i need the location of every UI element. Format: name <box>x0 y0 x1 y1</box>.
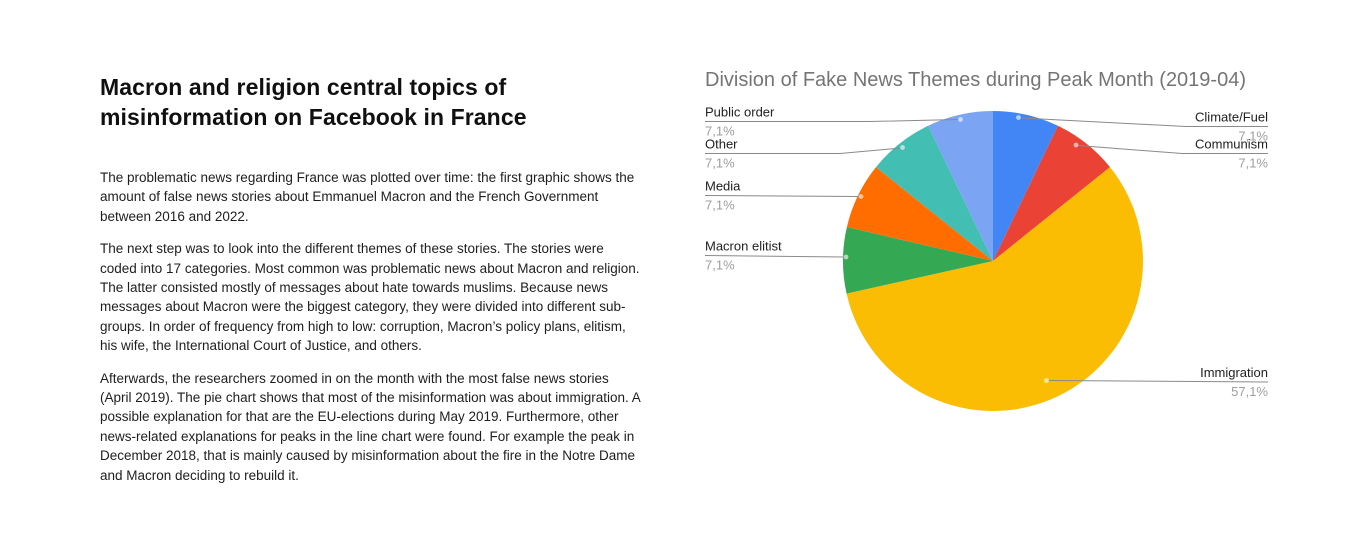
article: Macron and religion central topics of mi… <box>100 72 640 498</box>
pie-slice-other[interactable] <box>875 125 993 262</box>
pie-label-other: Other <box>705 137 738 152</box>
pie-slice-macron-elitist[interactable] <box>842 227 993 294</box>
leader-dot-public-order <box>958 117 963 122</box>
pie-slice-public-order[interactable] <box>928 111 993 261</box>
leader-dot-other <box>900 145 905 150</box>
pie-value-other: 7,1% <box>705 156 735 171</box>
leader-dot-climate-fuel <box>1016 115 1021 120</box>
leader-dot-media <box>858 194 864 199</box>
leader-line-public-order <box>705 119 959 122</box>
pie-value-immigration: 57,1% <box>1231 384 1268 399</box>
pie-value-communism: 7,1% <box>1238 156 1268 171</box>
pie-value-media: 7,1% <box>705 198 735 213</box>
pie-slice-media[interactable] <box>846 167 993 261</box>
leader-dot-immigration <box>1044 378 1049 383</box>
pie-chart-svg: Division of Fake News Themes during Peak… <box>704 69 1269 411</box>
chart-title: Division of Fake News Themes during Peak… <box>705 69 1246 91</box>
pie-slice-communism[interactable] <box>993 125 1111 262</box>
pie-slice-immigration[interactable] <box>846 167 1143 411</box>
pie-label-communism: Communism <box>1195 137 1268 152</box>
article-title: Macron and religion central topics of mi… <box>100 74 527 130</box>
pie <box>842 111 1143 411</box>
pie-value-public-order: 7,1% <box>705 124 735 139</box>
leader-dot-macron-elitist <box>843 254 849 260</box>
pie-slice-climate-fuel[interactable] <box>993 111 1058 261</box>
leader-line-communism <box>1077 145 1268 154</box>
pie-label-macron-elitist: Macron elitist <box>705 239 782 254</box>
leader-line-other <box>705 147 902 154</box>
leader-line-macron-elitist <box>704 255 845 258</box>
leader-line-climate-fuel <box>1021 117 1268 127</box>
leader-dot-communism <box>1073 142 1079 148</box>
leader-line-immigration <box>1048 380 1269 383</box>
article-paragraph-3: Afterwards, the researchers zoomed in on… <box>100 370 640 483</box>
leader-line-media <box>704 195 860 197</box>
pie-label-immigration: Immigration <box>1200 365 1268 380</box>
pie-label-public-order: Public order <box>705 105 775 120</box>
pie-label-climate-fuel: Climate/Fuel <box>1195 110 1268 125</box>
pie-chart-region: Division of Fake News Themes during Peak… <box>686 0 1372 530</box>
pie-value-macron-elitist: 7,1% <box>705 258 735 273</box>
pie-value-climate-fuel: 7,1% <box>1238 129 1268 144</box>
pie-label-media: Media <box>705 179 741 194</box>
article-paragraph-2: The next step was to look into the diffe… <box>100 241 640 354</box>
article-paragraph-1: The problematic news regarding France wa… <box>100 170 635 224</box>
